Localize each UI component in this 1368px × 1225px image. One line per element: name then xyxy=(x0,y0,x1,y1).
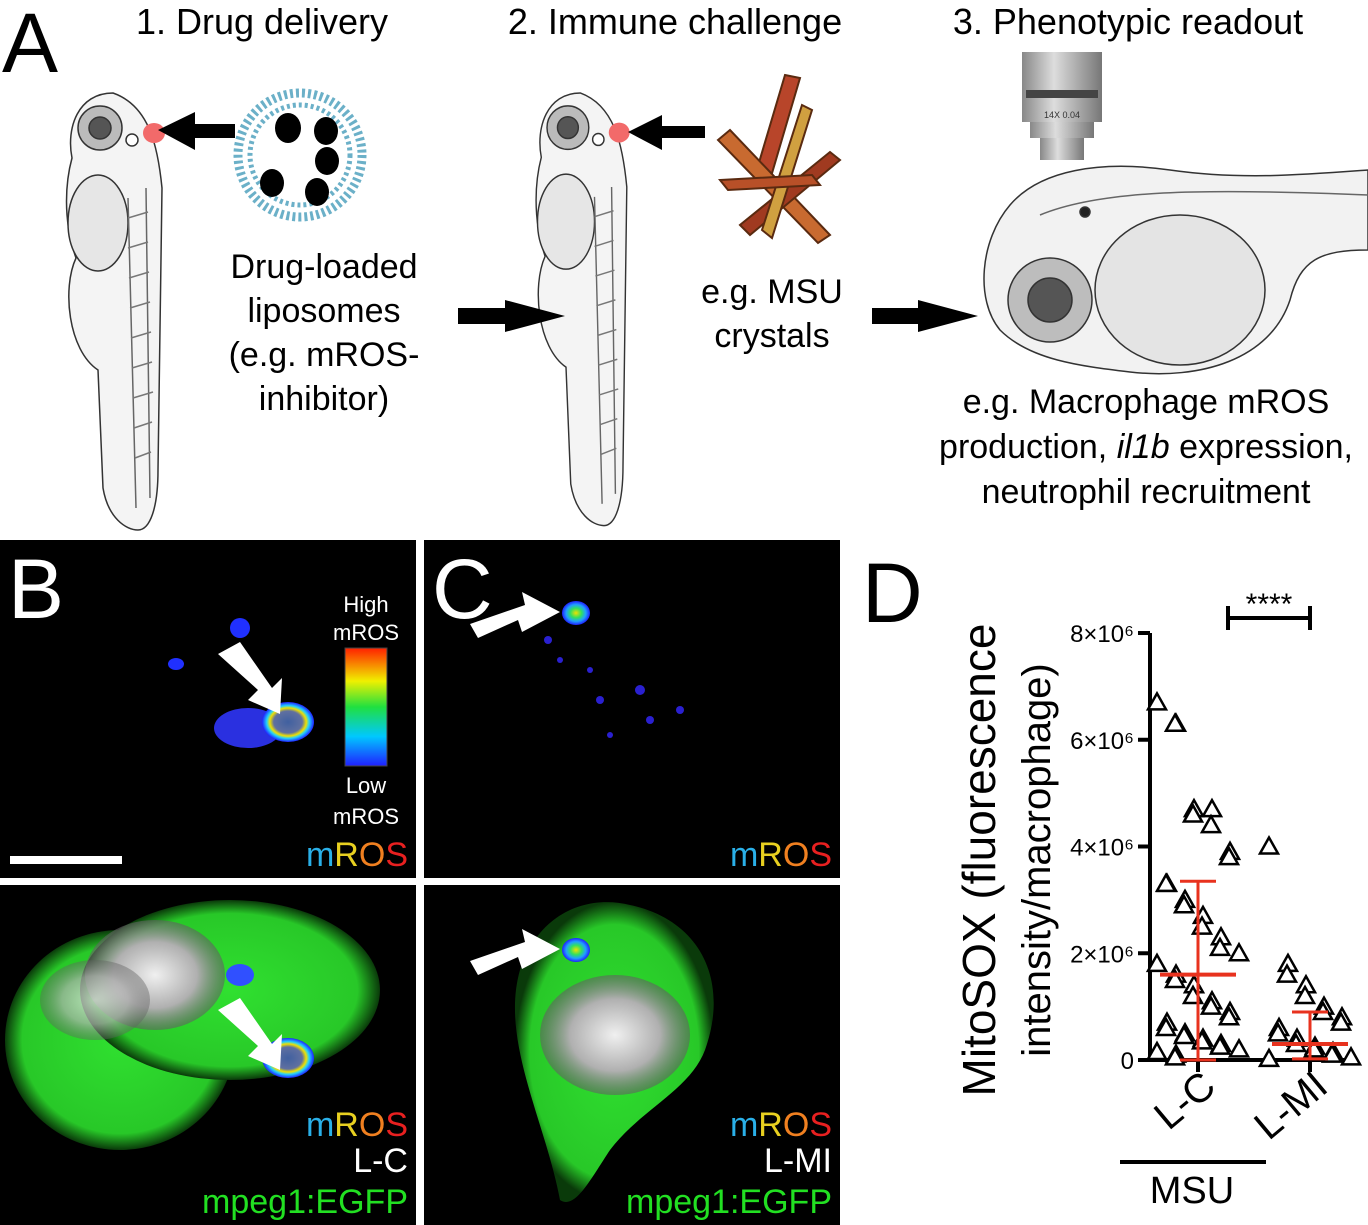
stain-letter: S xyxy=(809,1106,832,1144)
stain-letter: O xyxy=(359,1106,385,1144)
data-point xyxy=(1163,968,1187,989)
data-point xyxy=(1200,797,1224,818)
stain-letter: R xyxy=(334,836,359,874)
data-point xyxy=(1145,952,1169,973)
stain-letter: O xyxy=(783,836,809,874)
data-point xyxy=(1208,1035,1232,1055)
reporter-label: mpeg1:EGFP xyxy=(202,1183,408,1221)
data-point xyxy=(1339,1045,1363,1066)
treatment-label: L-C xyxy=(353,1142,408,1180)
stain-label: mROS xyxy=(730,836,832,874)
panel-letter: C xyxy=(432,542,493,636)
micrograph xyxy=(424,540,840,878)
treatment-label: L-MI xyxy=(764,1142,832,1180)
data-point xyxy=(1227,1037,1251,1058)
data-point xyxy=(1163,1045,1187,1066)
chart: 0 2×10⁶ 4×10⁶ 6×10⁶ 8×10⁶ L-C L-MI **** MSU MitoS… xyxy=(953,588,1363,1212)
step-caption: inhibitor) xyxy=(259,380,389,418)
data-point xyxy=(1154,872,1178,893)
significance-label: **** xyxy=(1246,588,1293,621)
data-point xyxy=(1163,712,1187,732)
stain-letter: R xyxy=(334,1106,359,1144)
crystal-icon xyxy=(716,73,842,245)
data-point xyxy=(1217,1005,1241,1026)
data-point xyxy=(1217,845,1241,866)
step-title: 1. Drug delivery xyxy=(136,1,388,42)
step-title: 2. Immune challenge xyxy=(508,1,842,42)
data-point xyxy=(1172,893,1196,914)
step-title: 3. Phenotypic readout xyxy=(953,1,1303,42)
objective-icon: 14X 0.04 xyxy=(1022,52,1102,160)
stain-label: mROS xyxy=(730,1106,832,1144)
x-tick-label: L-C xyxy=(1146,1063,1224,1138)
embryo-illustration xyxy=(983,165,1368,375)
embryo-illustration xyxy=(535,92,631,527)
stain-letter: O xyxy=(783,1106,809,1144)
y-tick-label: 4×10⁶ xyxy=(1070,835,1134,862)
colorbar-label: mROS xyxy=(333,620,399,645)
step-caption: e.g. Macrophage mROS xyxy=(963,383,1330,421)
embryo-illustration xyxy=(65,92,166,531)
stain-label: mROS xyxy=(306,1106,408,1144)
data-point xyxy=(1266,1021,1290,1042)
colorbar-label: Low xyxy=(346,773,386,798)
stain-letter: R xyxy=(758,1106,783,1144)
data-point xyxy=(1154,1016,1178,1037)
data-point xyxy=(1172,1024,1196,1045)
stain-letter: S xyxy=(385,1106,408,1144)
group-label: MSU xyxy=(1150,1170,1234,1212)
step-caption: e.g. MSU xyxy=(701,273,843,311)
panel-letter: D xyxy=(862,546,923,640)
y-axis-title: intensity/macrophage) xyxy=(1015,663,1059,1057)
caption-part: expression, xyxy=(1170,428,1353,466)
caption-part: production, xyxy=(939,428,1117,466)
y-tick-label: 6×10⁶ xyxy=(1070,728,1134,755)
y-tick-label: 2×10⁶ xyxy=(1070,941,1134,968)
data-point xyxy=(1257,1047,1281,1068)
step-caption: (e.g. mROS- xyxy=(229,336,420,374)
step-caption: crystals xyxy=(714,317,829,355)
y-tick-label: 0 xyxy=(1121,1048,1134,1075)
data-point xyxy=(1275,963,1299,983)
y-axis-title: MitoSOX (fluorescence xyxy=(953,624,1005,1097)
step-caption: liposomes xyxy=(247,292,400,330)
stain-letter: O xyxy=(359,836,385,874)
reporter-label: mpeg1:EGFP xyxy=(626,1183,832,1221)
stain-letter: R xyxy=(758,836,783,874)
stain-label: mROS xyxy=(306,836,408,874)
stain-letter: S xyxy=(385,836,408,874)
step-caption: neutrophil recruitment xyxy=(982,473,1311,511)
data-point xyxy=(1145,1040,1169,1061)
data-point xyxy=(1227,941,1251,962)
step-caption: production, il1b expression, xyxy=(939,428,1353,466)
stain-letter: m xyxy=(306,836,334,874)
caption-part: il1b xyxy=(1117,428,1170,466)
panel-letter: A xyxy=(2,0,58,90)
data-point xyxy=(1145,690,1169,711)
colorbar-label: mROS xyxy=(333,804,399,829)
data-point xyxy=(1208,936,1232,957)
stain-letter: S xyxy=(809,836,832,874)
data-point xyxy=(1257,834,1281,855)
y-tick-label: 8×10⁶ xyxy=(1070,621,1134,648)
data-point xyxy=(1293,984,1317,1005)
liposome-icon xyxy=(233,88,367,222)
data-point xyxy=(1181,802,1205,823)
panel-letter: B xyxy=(8,542,64,636)
step-caption: Drug-loaded xyxy=(230,248,417,286)
stain-letter: m xyxy=(730,836,758,874)
data-point xyxy=(1199,813,1223,834)
objective-label: 14X 0.04 xyxy=(1044,110,1080,120)
data-point xyxy=(1329,1011,1353,1031)
stain-letter: m xyxy=(306,1106,334,1144)
colorbar-label: High xyxy=(343,592,388,617)
data-point xyxy=(1199,995,1223,1015)
stain-letter: m xyxy=(730,1106,758,1144)
x-tick-label: L-MI xyxy=(1246,1063,1336,1148)
micrograph-content xyxy=(5,592,714,1202)
arrow xyxy=(158,112,978,332)
